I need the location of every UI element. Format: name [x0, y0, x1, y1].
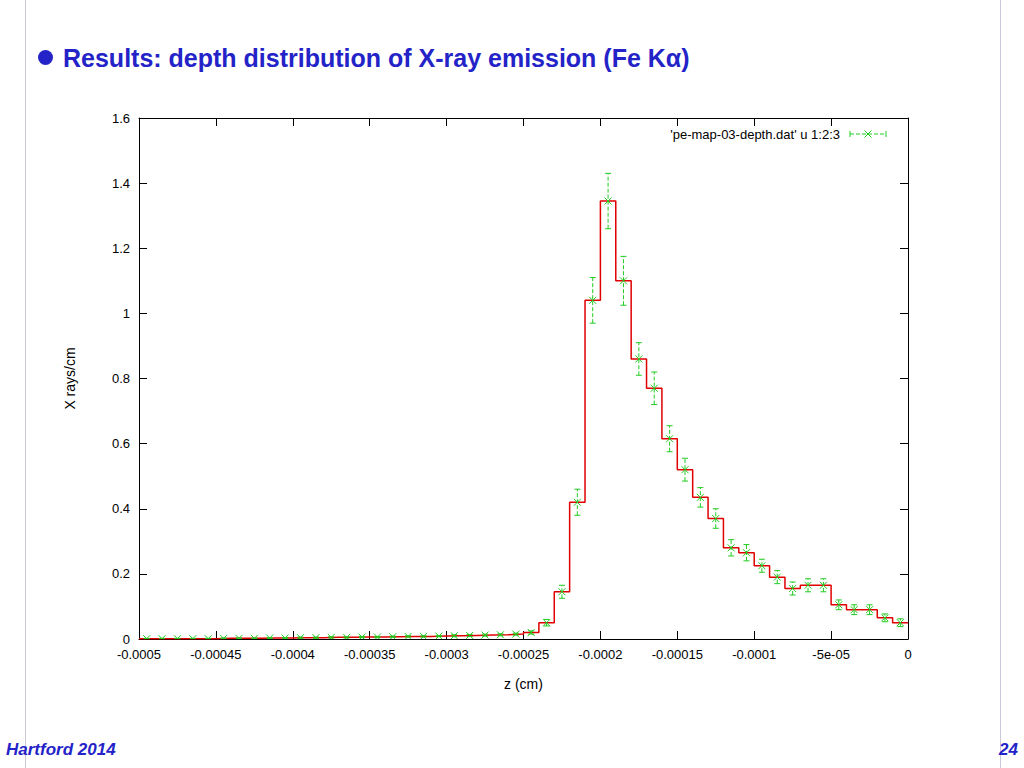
html-text:24: 24: [999, 740, 1018, 759]
svg-text:-0.00045: -0.00045: [190, 647, 241, 662]
svg-text:-0.0001: -0.0001: [732, 647, 776, 662]
svg-text:0: 0: [123, 632, 130, 647]
svg-text:1.6: 1.6: [112, 111, 130, 126]
svg-text:z (cm): z (cm): [504, 676, 543, 692]
svg-text:X rays/cm: X rays/cm: [62, 347, 78, 409]
svg-text:0.4: 0.4: [112, 501, 130, 516]
html-text:Hartford 2014: Hartford 2014: [6, 740, 116, 759]
svg-text:0.2: 0.2: [112, 566, 130, 581]
svg-text:-0.0003: -0.0003: [425, 647, 469, 662]
svg-text:0: 0: [904, 647, 911, 662]
svg-text:1.4: 1.4: [112, 176, 130, 191]
svg-text:'pe-map-03-depth.dat' u 1:2:3: 'pe-map-03-depth.dat' u 1:2:3: [670, 127, 840, 142]
svg-text:-0.0002: -0.0002: [578, 647, 622, 662]
svg-text:-0.0004: -0.0004: [271, 647, 315, 662]
svg-text:-0.00025: -0.00025: [498, 647, 549, 662]
svg-text:-0.00035: -0.00035: [344, 647, 395, 662]
svg-text:1: 1: [123, 306, 130, 321]
svg-text:0.6: 0.6: [112, 436, 130, 451]
html-text:Results: depth distribution of: Results: depth distribution of X-ray emi…: [63, 44, 690, 72]
svg-text:-0.00015: -0.00015: [652, 647, 703, 662]
svg-text:1.2: 1.2: [112, 241, 130, 256]
svg-text:-5e-05: -5e-05: [812, 647, 850, 662]
svg-text:0.8: 0.8: [112, 371, 130, 386]
svg-text:-0.0005: -0.0005: [117, 647, 161, 662]
